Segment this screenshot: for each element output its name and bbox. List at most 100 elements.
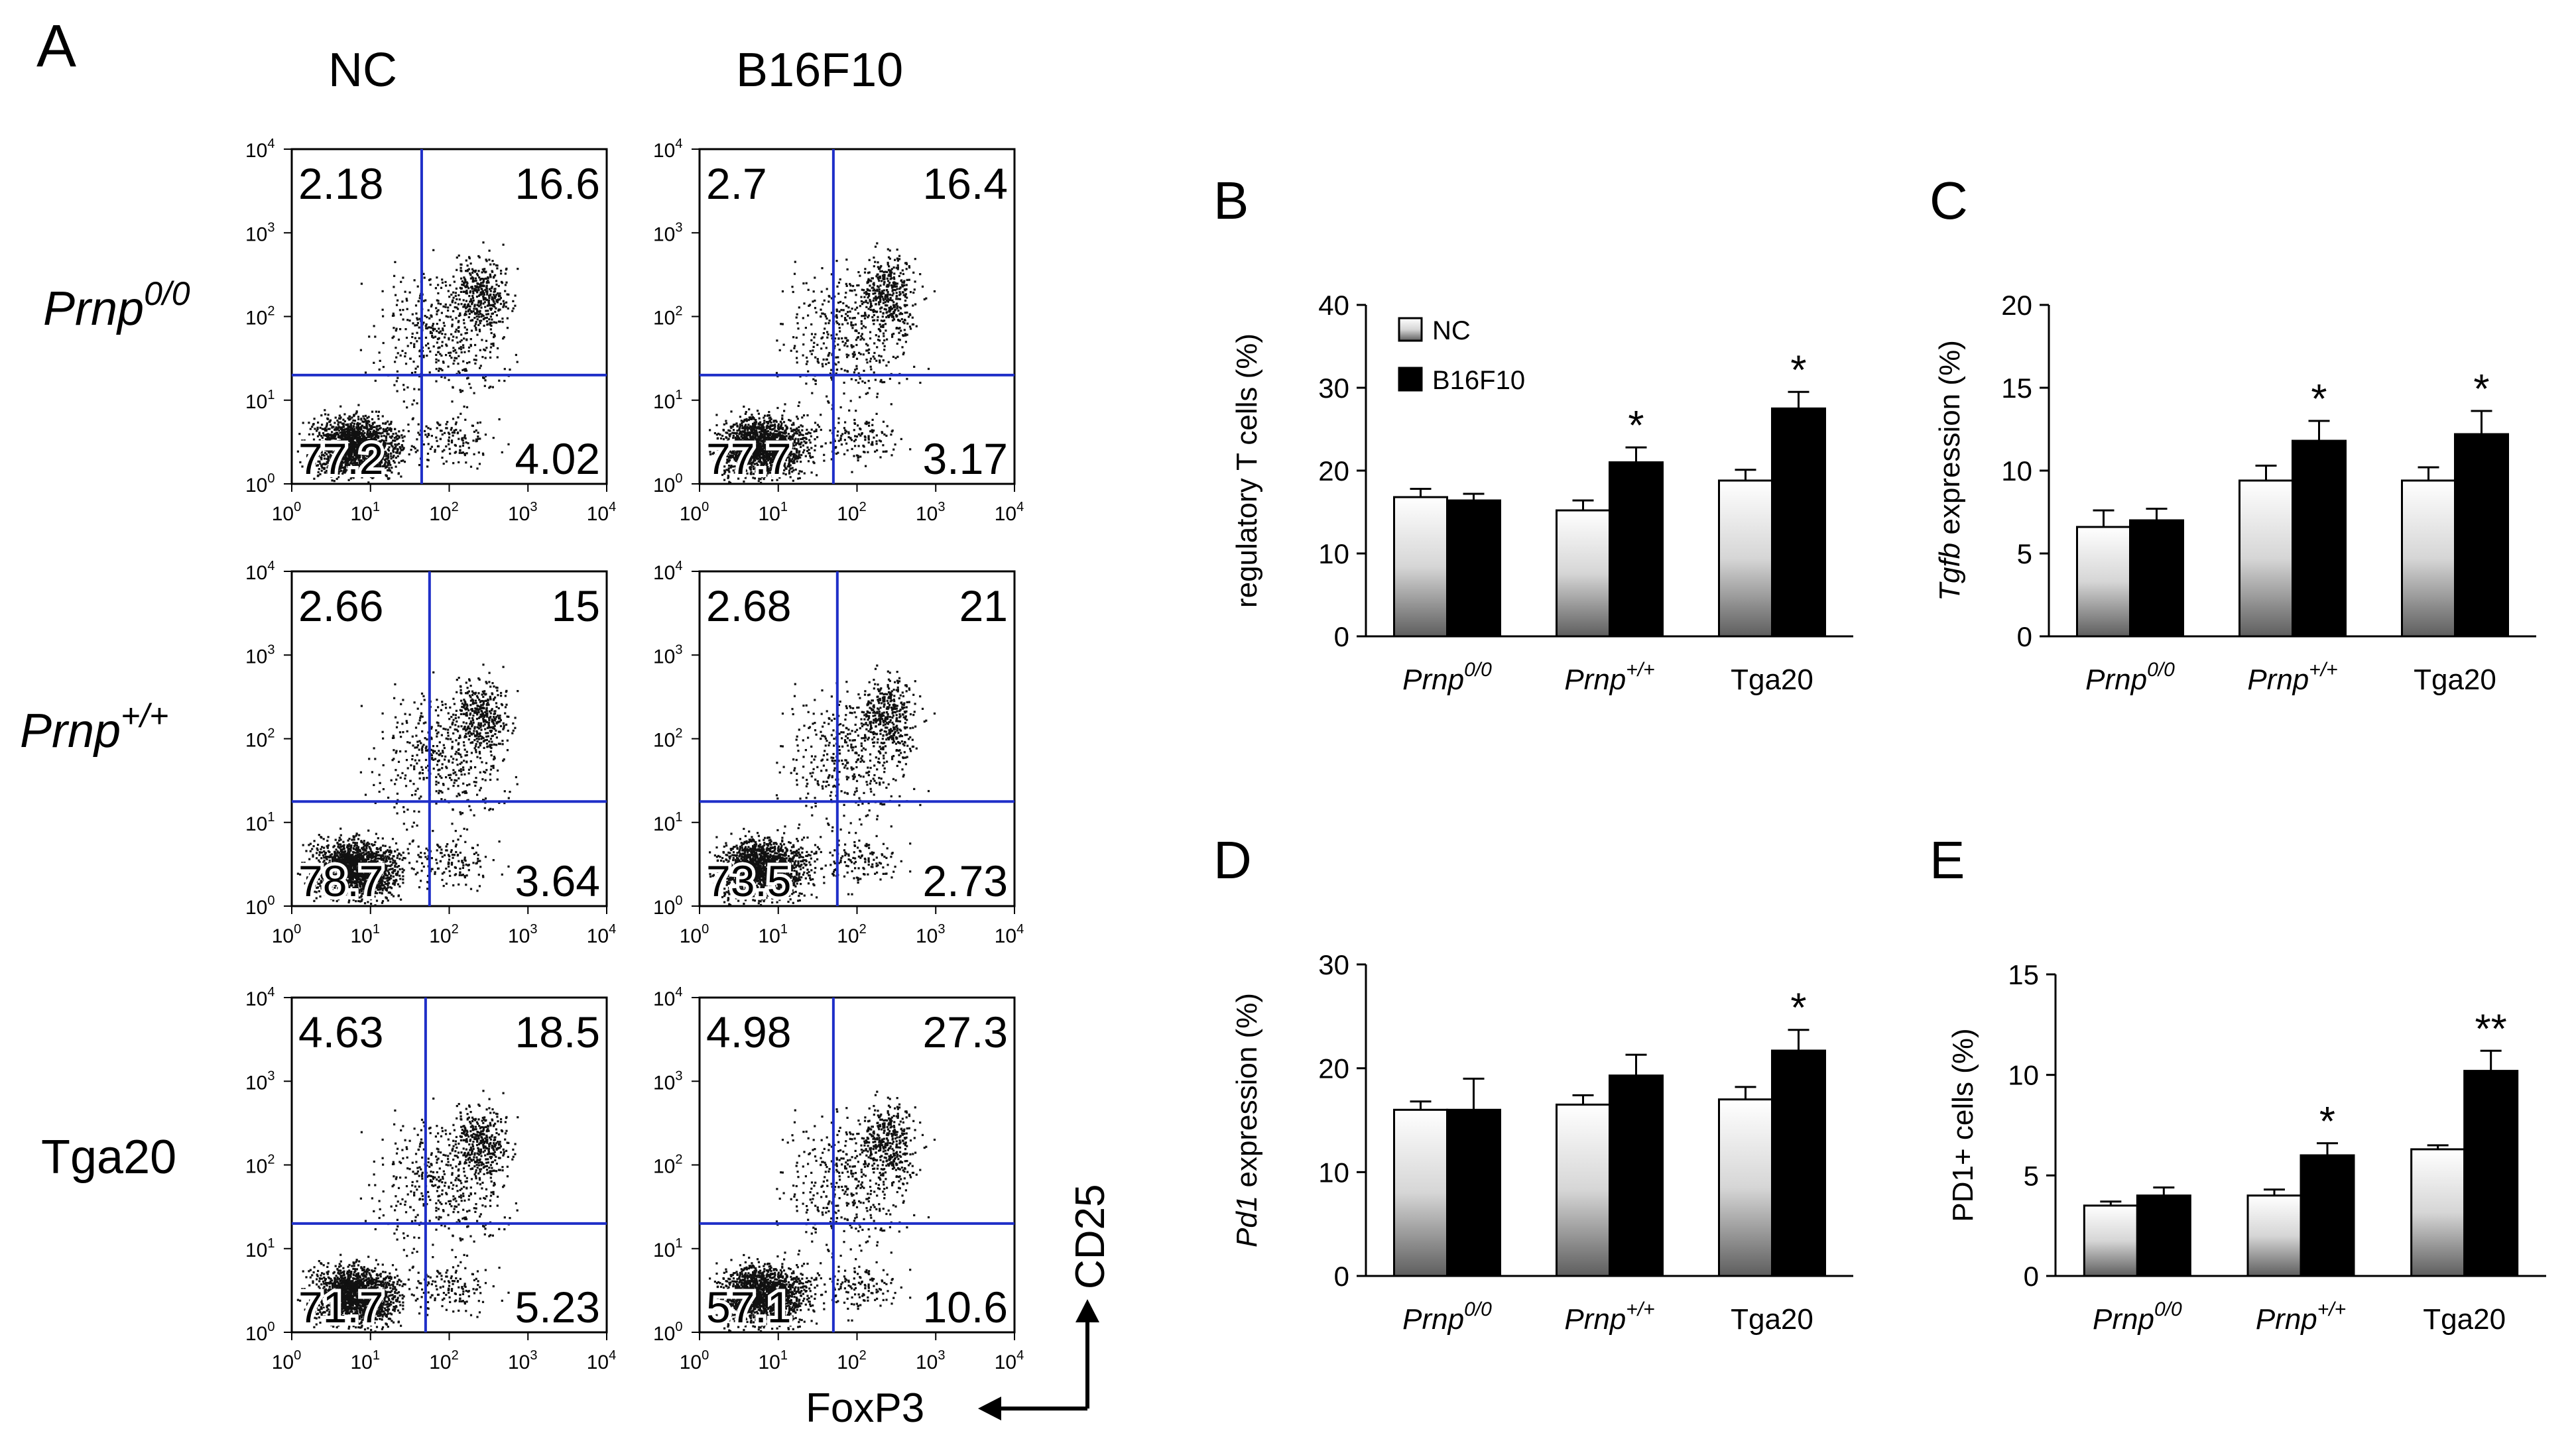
event-dot [794, 468, 797, 471]
event-dot [883, 349, 886, 351]
event-dot [901, 269, 904, 272]
event-dot [331, 455, 334, 457]
event-dot [447, 309, 450, 312]
event-dot [493, 335, 496, 337]
event-dot [747, 424, 750, 426]
event-dot [436, 276, 438, 279]
event-dot [728, 471, 731, 473]
event-dot [342, 418, 345, 421]
event-dot [352, 419, 355, 422]
event-dot [378, 428, 381, 430]
event-dot [400, 475, 402, 478]
event-dot [456, 306, 458, 309]
event-dot [781, 427, 784, 430]
event-dot [375, 428, 378, 430]
event-dot [744, 412, 747, 415]
event-dot [893, 278, 896, 280]
event-dot [891, 319, 894, 321]
event-dot [434, 450, 436, 453]
event-dot [430, 332, 433, 335]
event-dot [382, 315, 385, 317]
event-dot [441, 433, 444, 436]
event-dot [368, 460, 371, 463]
event-dot [485, 270, 487, 273]
event-dot [910, 327, 912, 330]
event-dot [754, 419, 757, 422]
event-dot [353, 426, 355, 428]
event-dot [497, 298, 499, 301]
event-dot [729, 435, 731, 437]
event-dot [438, 370, 440, 373]
event-dot [895, 314, 898, 317]
event-dot [451, 400, 454, 403]
event-dot [497, 320, 501, 323]
tick-base: 10 [916, 503, 938, 525]
event-dot [482, 453, 485, 456]
event-dot [766, 424, 768, 427]
event-dot [830, 369, 833, 371]
event-dot [758, 431, 761, 433]
event-dot [373, 325, 375, 327]
event-dot [366, 432, 369, 434]
event-dot [388, 428, 391, 431]
event-dot [391, 314, 395, 317]
event-dot [802, 282, 805, 285]
event-dot [900, 329, 902, 332]
event-dot [482, 284, 485, 287]
event-dot [336, 448, 338, 451]
event-dot [344, 450, 347, 453]
event-dot [900, 317, 903, 321]
event-dot [350, 446, 353, 449]
event-dot [371, 418, 374, 421]
event-dot [356, 424, 359, 426]
event-dot [707, 447, 711, 449]
event-dot [485, 288, 489, 290]
event-dot [454, 292, 457, 294]
event-dot [378, 424, 381, 428]
event-dot [375, 435, 377, 438]
event-dot [790, 447, 794, 449]
event-dot [488, 386, 491, 389]
event-dot [815, 311, 818, 314]
event-dot [788, 465, 790, 468]
event-dot [797, 438, 800, 441]
event-dot [349, 468, 352, 471]
event-dot [459, 314, 461, 317]
event-dot [800, 445, 802, 448]
event-dot [324, 413, 327, 416]
event-dot [319, 473, 322, 476]
tick-exponent: 2 [675, 304, 682, 319]
tick-base: 10 [272, 503, 294, 525]
event-dot [729, 433, 731, 436]
event-dot [769, 416, 772, 419]
event-dot [856, 284, 859, 287]
event-dot [351, 458, 354, 461]
event-dot [753, 421, 756, 424]
event-dot [366, 448, 369, 451]
event-dot [426, 316, 428, 319]
event-dot [467, 268, 470, 270]
event-dot [458, 325, 460, 328]
event-dot [435, 361, 438, 364]
event-dot [427, 433, 430, 435]
event-dot [880, 264, 883, 268]
event-dot [395, 380, 398, 382]
event-dot [338, 414, 341, 417]
event-dot [756, 434, 759, 437]
event-dot [757, 435, 759, 438]
event-dot [422, 321, 425, 324]
event-dot [330, 433, 332, 436]
event-dot [810, 435, 812, 437]
event-dot [397, 455, 399, 457]
event-dot [476, 282, 479, 285]
event-dot [427, 342, 430, 345]
event-dot [485, 290, 487, 293]
event-dot [383, 439, 385, 442]
event-dot [475, 359, 477, 361]
event-dot [477, 313, 480, 316]
event-dot [318, 468, 320, 471]
event-dot [328, 437, 330, 439]
event-dot [390, 420, 393, 423]
event-dot [316, 435, 320, 437]
event-dot [449, 284, 452, 286]
